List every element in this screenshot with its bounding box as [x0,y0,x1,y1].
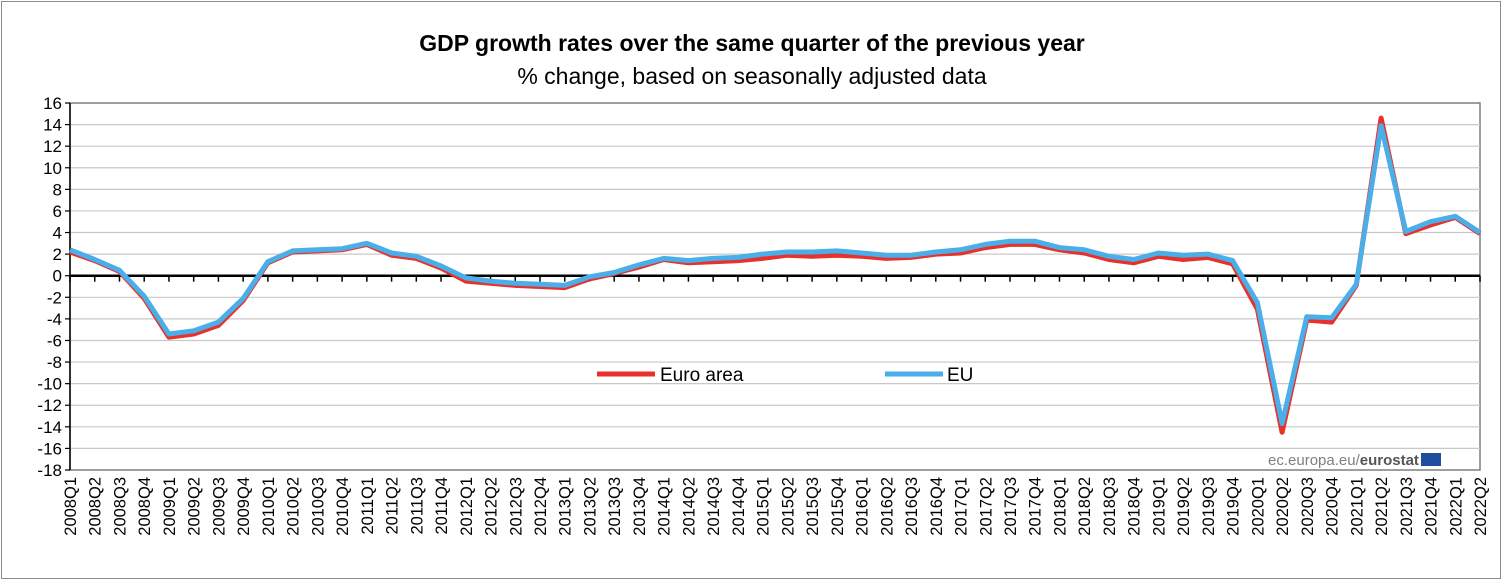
x-tick-label: 2009Q1 [161,477,179,536]
series-line-eu [69,123,1482,427]
x-tick-label: 2008Q4 [136,477,154,536]
x-tick-label: 2021Q3 [1398,477,1416,536]
chart-subtitle: % change, based on seasonally adjusted d… [517,63,987,89]
x-tick-label: 2019Q1 [1150,477,1168,536]
x-tick-label: 2012Q1 [458,477,476,536]
x-tick-label: 2008Q3 [111,477,129,536]
eu-flag-icon [1420,453,1441,466]
x-tick-label: 2011Q4 [433,477,451,535]
x-tick-label: 2011Q3 [408,477,426,535]
x-tick-label: 2013Q1 [557,477,575,536]
x-tick-label: 2013Q4 [631,477,649,536]
x-tick-label: 2015Q2 [779,477,797,536]
x-tick-label: 2015Q4 [829,477,847,536]
x-tick-label: 2011Q2 [384,477,402,535]
x-tick-label: 2015Q1 [755,477,773,536]
x-tick-label: 2017Q2 [977,477,995,536]
x-tick-label: 2014Q2 [680,477,698,536]
x-tick-label: 2020Q2 [1274,477,1292,536]
x-tick-label: 2017Q4 [1027,477,1045,536]
legend-label: EU [947,365,973,386]
x-tick-label: 2018Q1 [1051,477,1069,536]
y-tick-label: 6 [53,202,62,221]
x-tick-label: 2017Q1 [953,477,971,536]
x-tick-label: 2018Q3 [1101,477,1119,536]
x-tick-label: 2022Q2 [1472,477,1490,536]
y-tick-label: -4 [47,310,62,329]
plot-area [69,102,1481,471]
x-tick-label: 2010Q2 [285,477,303,536]
x-tick-label: 2013Q3 [606,477,624,536]
y-tick-label: 4 [53,224,62,243]
legend-label: Euro area [660,365,744,386]
x-tick-label: 2018Q2 [1076,477,1094,536]
x-tick-label: 2016Q4 [928,477,946,536]
x-tick-label: 2017Q3 [1002,477,1020,536]
x-tick-label: 2012Q3 [507,477,525,536]
x-tick-label: 2012Q4 [532,477,550,536]
x-tick-label: 2009Q4 [235,477,253,536]
y-tick-label: 14 [43,116,62,135]
y-tick-label: -18 [37,461,62,480]
credit-brand: eurostat [1359,452,1419,469]
x-tick-label: 2019Q3 [1200,477,1218,536]
y-tick-label: -6 [47,331,62,350]
x-tick-label: 2010Q3 [309,477,327,536]
y-tick-label: -16 [37,439,62,458]
x-tick-label: 2009Q2 [186,477,204,536]
y-tick-label: 16 [43,94,62,113]
x-tick-label: 2010Q1 [260,477,278,536]
x-tick-label: 2016Q2 [878,477,896,536]
x-tick-label: 2021Q2 [1373,477,1391,536]
x-tick-label: 2020Q4 [1324,477,1342,536]
y-tick-label: 8 [53,180,62,199]
x-tick-label: 2018Q4 [1126,477,1144,536]
x-tick-label: 2014Q1 [656,477,674,536]
x-tick-label: 2022Q1 [1447,477,1465,536]
y-tick-label: -2 [47,288,62,307]
x-tick-label: 2016Q1 [854,477,872,536]
x-tick-label: 2014Q3 [705,477,723,536]
x-tick-label: 2019Q4 [1225,477,1243,536]
y-tick-label: -8 [47,353,62,372]
y-tick-label: -10 [37,375,62,394]
x-tick-label: 2008Q2 [87,477,105,536]
x-tick-label: 2015Q3 [804,477,822,536]
chart-title: GDP growth rates over the same quarter o… [419,30,1085,56]
credit-prefix: ec.europa.eu/ [1268,452,1360,469]
x-tick-label: 2013Q2 [581,477,599,536]
y-tick-label: -12 [37,396,62,415]
x-tick-label: 2011Q1 [359,477,377,535]
eurostat-credit: ec.europa.eu/eurostat [1266,452,1443,469]
x-tick-label: 2016Q3 [903,477,921,536]
y-tick-label: -14 [37,418,62,437]
x-tick-label: 2012Q2 [483,477,501,536]
x-tick-label: 2021Q4 [1423,477,1441,536]
x-tick-label: 2020Q3 [1299,477,1317,536]
x-tick-label: 2020Q1 [1249,477,1267,536]
y-tick-label: 10 [43,159,62,178]
x-tick-label: 2021Q1 [1348,477,1366,536]
x-tick-label: 2019Q2 [1175,477,1193,536]
x-tick-label: 2010Q4 [334,477,352,536]
x-tick-label: 2009Q3 [210,477,228,536]
x-tick-label: 2008Q1 [62,477,80,536]
y-tick-label: 0 [53,267,62,286]
x-tick-label: 2014Q4 [730,477,748,536]
y-tick-label: 2 [53,245,62,264]
y-tick-label: 12 [43,137,62,156]
